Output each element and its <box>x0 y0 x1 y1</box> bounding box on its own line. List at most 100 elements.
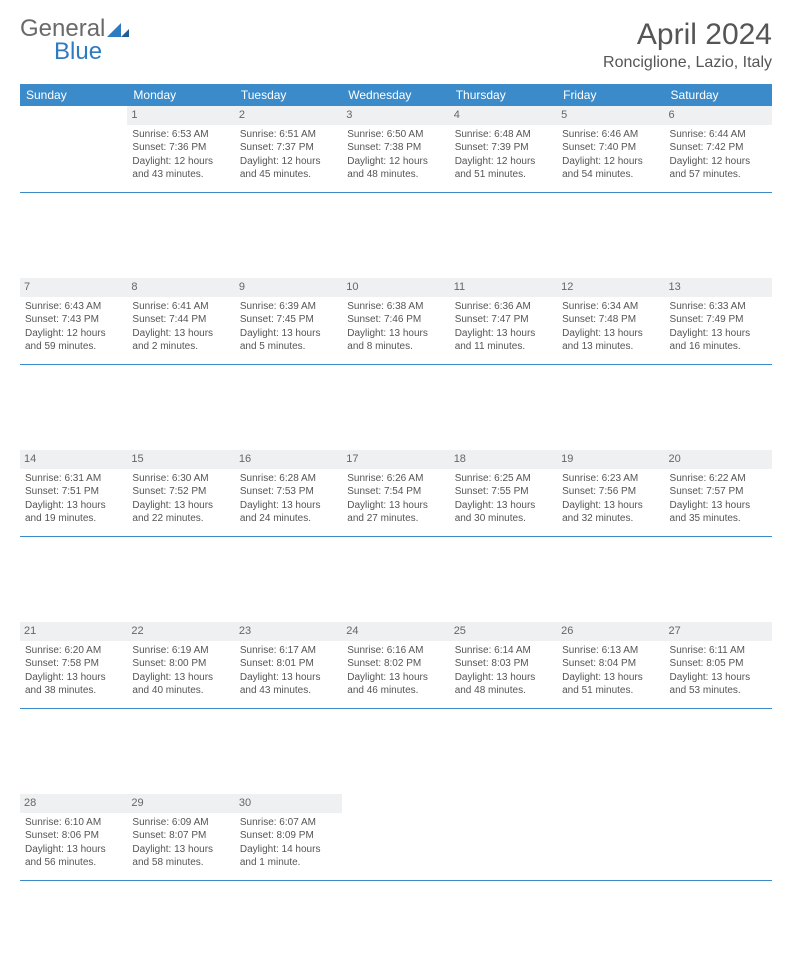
weekday-header: Tuesday <box>235 84 342 106</box>
day-number: 13 <box>665 278 772 297</box>
sunrise-text: Sunrise: 6:22 AM <box>670 472 767 486</box>
week-separator <box>20 708 772 794</box>
day-number: 17 <box>342 450 449 469</box>
sunset-text: Sunset: 7:57 PM <box>670 485 767 499</box>
sunset-text: Sunset: 7:48 PM <box>562 313 659 327</box>
calendar-day-cell: 28Sunrise: 6:10 AMSunset: 8:06 PMDayligh… <box>20 794 127 880</box>
sunrise-text: Sunrise: 6:44 AM <box>670 128 767 142</box>
daylight-text: Daylight: 13 hours and 35 minutes. <box>670 499 767 526</box>
daylight-text: Daylight: 13 hours and 22 minutes. <box>132 499 229 526</box>
sunrise-text: Sunrise: 6:53 AM <box>132 128 229 142</box>
daylight-text: Daylight: 13 hours and 19 minutes. <box>25 499 122 526</box>
calendar-week-row: 21Sunrise: 6:20 AMSunset: 7:58 PMDayligh… <box>20 622 772 708</box>
sunrise-text: Sunrise: 6:46 AM <box>562 128 659 142</box>
sunrise-text: Sunrise: 6:10 AM <box>25 816 122 830</box>
title-block: April 2024 Ronciglione, Lazio, Italy <box>603 18 772 72</box>
weekday-header: Friday <box>557 84 664 106</box>
sunrise-text: Sunrise: 6:39 AM <box>240 300 337 314</box>
day-number: 15 <box>127 450 234 469</box>
day-number: 26 <box>557 622 664 641</box>
weekday-header: Wednesday <box>342 84 449 106</box>
weekday-header-row: Sunday Monday Tuesday Wednesday Thursday… <box>20 84 772 106</box>
sunset-text: Sunset: 7:45 PM <box>240 313 337 327</box>
calendar-day-cell: 27Sunrise: 6:11 AMSunset: 8:05 PMDayligh… <box>665 622 772 708</box>
calendar-day-cell: 23Sunrise: 6:17 AMSunset: 8:01 PMDayligh… <box>235 622 342 708</box>
day-number: 11 <box>450 278 557 297</box>
sunset-text: Sunset: 8:09 PM <box>240 829 337 843</box>
sunset-text: Sunset: 7:40 PM <box>562 141 659 155</box>
calendar-day-cell: 7Sunrise: 6:43 AMSunset: 7:43 PMDaylight… <box>20 278 127 364</box>
daylight-text: Daylight: 13 hours and 58 minutes. <box>132 843 229 870</box>
brand-logo: GeneralBlue <box>20 18 129 64</box>
calendar-day-cell: 3Sunrise: 6:50 AMSunset: 7:38 PMDaylight… <box>342 106 449 192</box>
sunrise-text: Sunrise: 6:28 AM <box>240 472 337 486</box>
sunrise-text: Sunrise: 6:11 AM <box>670 644 767 658</box>
calendar-week-row: 7Sunrise: 6:43 AMSunset: 7:43 PMDaylight… <box>20 278 772 364</box>
weekday-header: Saturday <box>665 84 772 106</box>
day-number: 19 <box>557 450 664 469</box>
day-number: 12 <box>557 278 664 297</box>
calendar-day-cell: 19Sunrise: 6:23 AMSunset: 7:56 PMDayligh… <box>557 450 664 536</box>
day-number: 24 <box>342 622 449 641</box>
week-separator <box>20 536 772 622</box>
calendar-day-cell: 22Sunrise: 6:19 AMSunset: 8:00 PMDayligh… <box>127 622 234 708</box>
page-header: GeneralBlue April 2024 Ronciglione, Lazi… <box>20 18 772 72</box>
calendar-day-cell: 18Sunrise: 6:25 AMSunset: 7:55 PMDayligh… <box>450 450 557 536</box>
sunset-text: Sunset: 8:03 PM <box>455 657 552 671</box>
day-number: 22 <box>127 622 234 641</box>
calendar-week-row: 28Sunrise: 6:10 AMSunset: 8:06 PMDayligh… <box>20 794 772 880</box>
sunset-text: Sunset: 7:44 PM <box>132 313 229 327</box>
sunset-text: Sunset: 7:36 PM <box>132 141 229 155</box>
calendar-day-cell: 12Sunrise: 6:34 AMSunset: 7:48 PMDayligh… <box>557 278 664 364</box>
location-label: Ronciglione, Lazio, Italy <box>603 54 772 72</box>
week-separator <box>20 364 772 450</box>
sunset-text: Sunset: 7:52 PM <box>132 485 229 499</box>
sunrise-text: Sunrise: 6:38 AM <box>347 300 444 314</box>
weekday-header: Thursday <box>450 84 557 106</box>
day-number: 8 <box>127 278 234 297</box>
day-number: 25 <box>450 622 557 641</box>
daylight-text: Daylight: 12 hours and 45 minutes. <box>240 155 337 182</box>
calendar-day-cell: 30Sunrise: 6:07 AMSunset: 8:09 PMDayligh… <box>235 794 342 880</box>
daylight-text: Daylight: 13 hours and 16 minutes. <box>670 327 767 354</box>
weekday-header: Monday <box>127 84 234 106</box>
daylight-text: Daylight: 13 hours and 46 minutes. <box>347 671 444 698</box>
sunrise-text: Sunrise: 6:31 AM <box>25 472 122 486</box>
calendar-day-cell: 15 Sunrise: 6:30 AMSunset: 7:52 PMDayligh… <box>127 450 234 536</box>
sunrise-text: Sunrise: 6:43 AM <box>25 300 122 314</box>
calendar-day-cell: 6Sunrise: 6:44 AMSunset: 7:42 PMDaylight… <box>665 106 772 192</box>
sunset-text: Sunset: 7:49 PM <box>670 313 767 327</box>
sunrise-text: Sunrise: 6:36 AM <box>455 300 552 314</box>
day-number: 10 <box>342 278 449 297</box>
day-number: 2 <box>235 106 342 125</box>
sunrise-text: Sunrise: 6:30 AM <box>132 472 229 486</box>
sunrise-text: Sunrise: 6:09 AM <box>132 816 229 830</box>
day-number: 7 <box>20 278 127 297</box>
brand-triangle-icon <box>107 19 129 37</box>
sunset-text: Sunset: 7:51 PM <box>25 485 122 499</box>
sunrise-text: Sunrise: 6:13 AM <box>562 644 659 658</box>
calendar-day-cell: 9Sunrise: 6:39 AMSunset: 7:45 PMDaylight… <box>235 278 342 364</box>
day-number: 3 <box>342 106 449 125</box>
calendar-day-cell: 2Sunrise: 6:51 AMSunset: 7:37 PMDaylight… <box>235 106 342 192</box>
sunrise-text: Sunrise: 6:14 AM <box>455 644 552 658</box>
calendar-day-cell <box>450 794 557 880</box>
day-number: 14 <box>20 450 127 469</box>
daylight-text: Daylight: 13 hours and 51 minutes. <box>562 671 659 698</box>
sunrise-text: Sunrise: 6:17 AM <box>240 644 337 658</box>
daylight-text: Daylight: 13 hours and 11 minutes. <box>455 327 552 354</box>
sunrise-text: Sunrise: 6:16 AM <box>347 644 444 658</box>
calendar-day-cell: 13Sunrise: 6:33 AMSunset: 7:49 PMDayligh… <box>665 278 772 364</box>
sunrise-text: Sunrise: 6:23 AM <box>562 472 659 486</box>
sunrise-text: Sunrise: 6:51 AM <box>240 128 337 142</box>
day-number: 27 <box>665 622 772 641</box>
daylight-text: Daylight: 13 hours and 30 minutes. <box>455 499 552 526</box>
daylight-text: Daylight: 13 hours and 56 minutes. <box>25 843 122 870</box>
daylight-text: Daylight: 12 hours and 51 minutes. <box>455 155 552 182</box>
calendar-day-cell <box>20 106 127 192</box>
day-number: 29 <box>127 794 234 813</box>
calendar-day-cell: 20Sunrise: 6:22 AMSunset: 7:57 PMDayligh… <box>665 450 772 536</box>
sunset-text: Sunset: 8:04 PM <box>562 657 659 671</box>
week-separator <box>20 880 772 966</box>
sunrise-text: Sunrise: 6:26 AM <box>347 472 444 486</box>
